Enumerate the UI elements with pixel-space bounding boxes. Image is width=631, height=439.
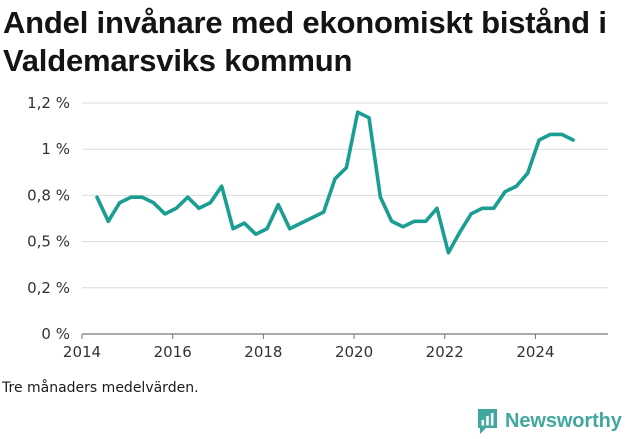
x-tick-label: 2016 — [154, 343, 192, 361]
brand-name: Newsworthy — [505, 410, 622, 432]
x-tick-label: 2022 — [426, 343, 464, 361]
y-tick-label: 1,2 % — [27, 94, 70, 112]
y-tick-label: 0 % — [41, 325, 70, 343]
chart-series — [95, 110, 575, 255]
y-axis-labels: 0 % 0,2 % 0,5 % 0,8 % 1 % 1,2 % — [27, 94, 70, 343]
y-tick-label: 0,5 % — [27, 233, 70, 251]
newsworthy-logo-icon — [478, 409, 497, 434]
y-tick-label: 1 % — [41, 140, 70, 158]
x-tick-label: 2020 — [335, 343, 373, 361]
x-tick-label: 2018 — [244, 343, 282, 361]
y-tick-label: 0,2 % — [27, 279, 70, 297]
x-axis: 2014 2016 2018 2020 2022 2024 — [63, 334, 555, 361]
chart-title: Andel invånare med ekonomiskt bistånd i … — [3, 5, 607, 78]
series-line — [95, 110, 575, 255]
line-chart: 0 %0,2 %0,5 %0,8 %1 %1,2 % 2014 2016 2018 2… — [27, 94, 608, 361]
newsworthy-logo[interactable]: Newsworthy — [476, 408, 622, 435]
x-tick-label: 2014 — [63, 343, 101, 361]
chart-grid — [82, 102, 608, 335]
y-tick-label: 0,8 % — [27, 186, 70, 204]
chart-note: Tre månaders medelvärden. — [2, 380, 199, 396]
x-tick-label: 2024 — [516, 343, 554, 361]
